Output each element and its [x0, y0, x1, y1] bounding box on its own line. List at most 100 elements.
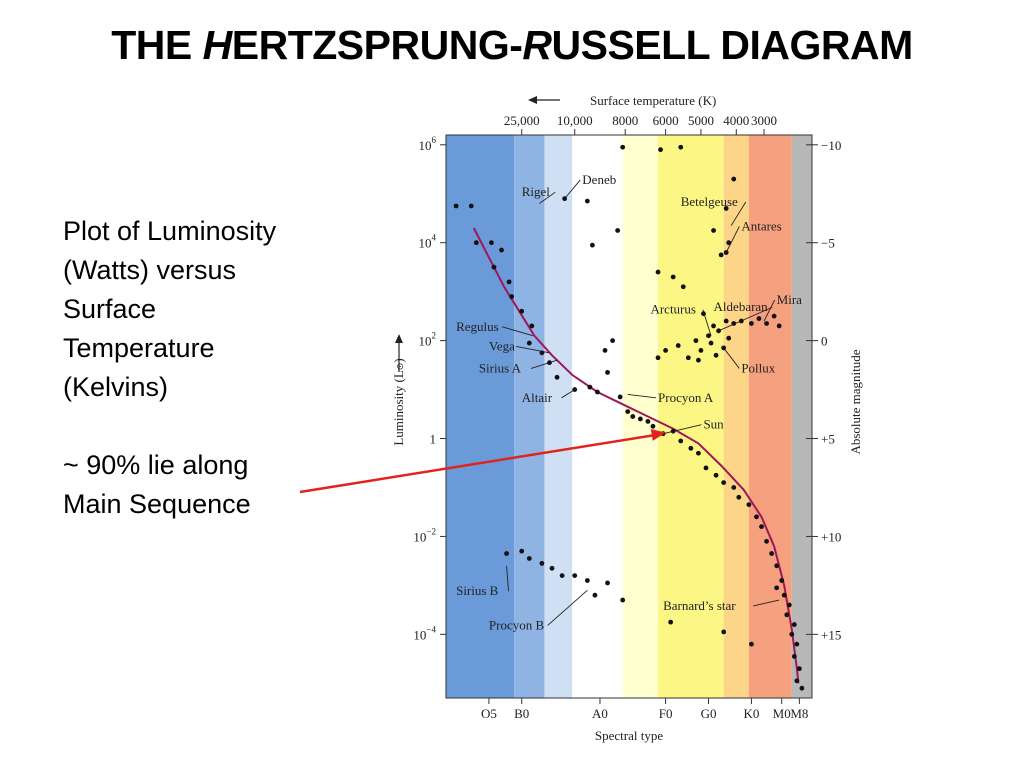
- magnitude-tick-label: +15: [821, 627, 841, 642]
- star-point: [774, 585, 780, 591]
- spectral-color-band: [544, 135, 573, 698]
- star-point: [769, 551, 775, 556]
- star-point: [675, 343, 681, 348]
- spectral-tick-label: M0: [773, 706, 791, 721]
- star-point: [736, 494, 742, 500]
- star-point: [572, 573, 578, 579]
- star-point: [615, 228, 621, 233]
- star-point: [726, 335, 732, 341]
- description-line: Surface: [63, 294, 157, 324]
- description-line: (Kelvins): [63, 372, 169, 402]
- star-point: [703, 465, 709, 471]
- spectral-tick-label: F0: [659, 706, 673, 721]
- note-line: ~ 90% lie along: [63, 450, 249, 480]
- star-point: [592, 592, 598, 598]
- star-point: [554, 374, 560, 380]
- luminosity-tick-label: 104: [419, 233, 437, 251]
- star-point: [519, 308, 525, 314]
- star-point: [698, 348, 704, 353]
- star-point: [468, 203, 474, 209]
- star-point: [605, 580, 610, 586]
- spectral-color-band: [791, 135, 812, 698]
- star-point: [620, 597, 626, 603]
- star-point: [688, 445, 694, 451]
- star-point: [595, 389, 600, 395]
- star-point: [620, 144, 626, 150]
- star-point: [713, 352, 719, 358]
- description-line: Temperature: [63, 333, 215, 363]
- star-label-leader: [564, 179, 581, 199]
- star-point: [655, 269, 661, 275]
- star-point: [645, 418, 651, 424]
- star-point: [630, 414, 636, 419]
- temperature-tick-label: 6000: [653, 113, 679, 128]
- star-label: Vega: [489, 338, 515, 353]
- star-point: [711, 228, 716, 233]
- star-point: [668, 619, 674, 625]
- star-label: Rigel: [522, 184, 551, 199]
- spectral-tick-label: O5: [481, 706, 497, 721]
- star-point: [723, 318, 729, 324]
- star-point: [791, 622, 797, 627]
- star-label-leader: [723, 347, 740, 369]
- star-label: Mira: [777, 292, 803, 307]
- star-point: [721, 480, 727, 485]
- temperature-tick-label: 3000: [751, 113, 777, 128]
- star-label: Pollux: [741, 360, 775, 375]
- star-point: [726, 240, 732, 246]
- star-point: [721, 629, 727, 635]
- star-label-leader: [763, 299, 776, 322]
- star-point: [562, 196, 568, 202]
- star-label: Deneb: [582, 172, 616, 187]
- star-point: [678, 144, 684, 150]
- spectral-tick-label: K0: [743, 706, 759, 721]
- star-label: Sun: [703, 417, 724, 432]
- spectral-color-band: [723, 135, 749, 698]
- star-point: [519, 548, 525, 554]
- star-point: [584, 578, 590, 583]
- luminosity-tick-label: 10−4: [413, 624, 436, 642]
- star-label-leader: [539, 191, 556, 204]
- star-point: [489, 240, 494, 246]
- star-label: Sirius A: [479, 360, 522, 375]
- star-point: [696, 450, 701, 456]
- star-point: [539, 350, 545, 356]
- description-line: Plot of Luminosity: [63, 216, 277, 246]
- star-point: [529, 323, 535, 329]
- main-sequence-pointer-line: [299, 433, 658, 494]
- star-label: Betelgeuse: [681, 194, 738, 209]
- spectral-tick-label: A0: [592, 706, 608, 721]
- star-point: [617, 394, 623, 400]
- star-point: [794, 678, 800, 684]
- top-axis-title: Surface temperature (K): [590, 93, 716, 108]
- star-label-leader: [547, 589, 588, 626]
- star-point: [791, 653, 797, 659]
- star-point: [706, 333, 711, 339]
- star-point: [625, 409, 631, 415]
- star-point: [650, 423, 656, 429]
- star-label: Regulus: [456, 319, 499, 334]
- star-point: [731, 321, 737, 326]
- spectral-color-band: [446, 135, 515, 698]
- star-point: [655, 355, 661, 361]
- star-point: [746, 502, 752, 508]
- star-point: [658, 147, 663, 153]
- spectral-tick-label: B0: [514, 706, 529, 721]
- luminosity-tick-label: 10−2: [413, 526, 436, 544]
- star-point: [572, 387, 578, 392]
- star-label: Antares: [741, 218, 781, 233]
- temperature-tick-label: 25,000: [504, 113, 540, 128]
- temperature-tick-label: 4000: [723, 113, 749, 128]
- temperature-tick-label: 5000: [688, 113, 714, 128]
- star-point: [526, 556, 532, 561]
- star-point: [685, 355, 691, 361]
- star-point: [584, 198, 590, 204]
- note-line: Main Sequence: [63, 489, 251, 519]
- plot-frame: [445, 134, 813, 699]
- luminosity-tick-label: 102: [419, 331, 437, 349]
- star-point: [605, 370, 610, 375]
- star-point: [731, 485, 737, 490]
- spectral-color-band: [622, 135, 659, 698]
- star-point: [491, 264, 497, 270]
- star-point: [784, 612, 790, 618]
